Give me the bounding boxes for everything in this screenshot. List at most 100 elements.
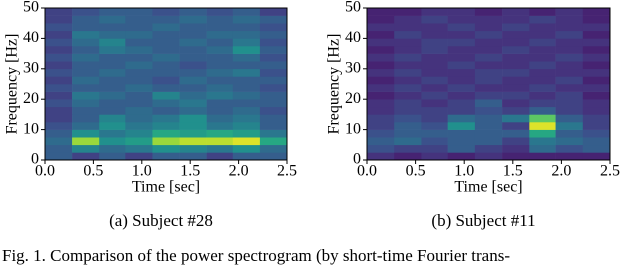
- heatmap-cell: [582, 38, 611, 47]
- heatmap-cell: [421, 137, 448, 146]
- heatmap-cell: [529, 106, 556, 115]
- heatmap-cell: [179, 122, 207, 130]
- heatmap-cell: [179, 129, 207, 138]
- y-tick-label: 40: [23, 29, 39, 46]
- heatmap-cell: [367, 30, 395, 39]
- heatmap-cell: [502, 152, 530, 161]
- heatmap-cell: [447, 8, 476, 16]
- y-tick-label: 10: [345, 120, 361, 137]
- figure-caption: Fig. 1. Comparison of the power spectrog…: [2, 246, 510, 265]
- x-tick-label: 2.0: [551, 163, 571, 180]
- heatmap-cell: [259, 15, 288, 24]
- y-tick-label: 20: [345, 90, 361, 107]
- heatmap-cell: [555, 8, 584, 16]
- heatmap-cell: [206, 46, 234, 54]
- heatmap-cell: [555, 46, 584, 54]
- heatmap-cell: [125, 68, 153, 77]
- heatmap-cell: [447, 76, 476, 85]
- heatmap-cell: [206, 23, 234, 32]
- heatmap-cell: [72, 38, 100, 47]
- heatmap-cell: [259, 152, 288, 161]
- heatmap-cell: [232, 137, 261, 146]
- heatmap-cell: [152, 152, 180, 161]
- heatmap-cell: [99, 91, 126, 100]
- heatmap-cell: [555, 30, 584, 39]
- heatmap-cell: [259, 23, 288, 32]
- heatmap-cell: [179, 61, 207, 70]
- heatmap-cell: [502, 114, 530, 123]
- heatmap-cell: [179, 91, 207, 100]
- heatmap-cell: [447, 91, 476, 100]
- heatmap-cell: [555, 84, 584, 92]
- heatmap-cell: [421, 68, 448, 77]
- heatmap-cell: [394, 76, 422, 85]
- y-tick-label: 50: [345, 0, 361, 16]
- heatmap-cell: [502, 129, 530, 138]
- heatmap-cell: [206, 144, 234, 153]
- heatmap-cell: [447, 144, 476, 153]
- heatmap-cell: [502, 23, 530, 32]
- heatmap-cell: [206, 76, 234, 85]
- y-tick-label: 30: [23, 59, 39, 76]
- heatmap-cell: [232, 68, 261, 77]
- heatmap-cell: [582, 61, 611, 70]
- heatmap-cell: [582, 137, 611, 146]
- heatmap-cell: [367, 144, 395, 153]
- heatmap-cell: [529, 38, 556, 47]
- heatmap-cell: [582, 129, 611, 138]
- heatmap-cell: [367, 137, 395, 146]
- heatmap-cell: [152, 23, 180, 32]
- heatmap-cell: [394, 15, 422, 24]
- heatmap-cell: [152, 137, 180, 146]
- heatmap-cell: [259, 137, 288, 146]
- heatmap-cell: [367, 68, 395, 77]
- heatmap-cell: [529, 61, 556, 70]
- heatmap-cell: [367, 46, 395, 54]
- heatmap-cell: [555, 99, 584, 108]
- heatmap-cell: [179, 68, 207, 77]
- heatmap-cell: [72, 114, 100, 123]
- heatmap-cell: [529, 76, 556, 85]
- heatmap-cell: [99, 76, 126, 85]
- heatmap-cell: [582, 144, 611, 153]
- heatmap-cell: [125, 23, 153, 32]
- heatmap-cell: [72, 53, 100, 62]
- heatmap-cell: [45, 137, 73, 146]
- heatmap-cell: [582, 91, 611, 100]
- heatmap-cell: [394, 53, 422, 62]
- heatmap-cell: [582, 106, 611, 115]
- heatmap-cell: [125, 106, 153, 115]
- heatmap-cell: [474, 15, 503, 24]
- heatmap-cell: [502, 137, 530, 146]
- heatmap-cell: [259, 61, 288, 70]
- heatmap-cell: [206, 8, 234, 16]
- y-tick-label: 40: [345, 29, 361, 46]
- heatmap-cell: [206, 91, 234, 100]
- x-tick-label: 1.5: [503, 163, 523, 180]
- heatmap-cell: [72, 106, 100, 115]
- heatmap-cell: [394, 129, 422, 138]
- heatmap-cell: [367, 53, 395, 62]
- heatmap-cell: [72, 15, 100, 24]
- heatmap-cell: [582, 53, 611, 62]
- heatmap-cell: [421, 106, 448, 115]
- heatmap-cell: [179, 8, 207, 16]
- heatmap-cell: [45, 76, 73, 85]
- heatmap-cell: [179, 30, 207, 39]
- heatmap-cell: [99, 106, 126, 115]
- heatmap-cell: [582, 23, 611, 32]
- heatmap-cell: [555, 152, 584, 161]
- x-tick-label: 1.0: [454, 163, 474, 180]
- heatmap-cell: [474, 99, 503, 108]
- heatmap-cell: [555, 23, 584, 32]
- heatmap-cell: [582, 152, 611, 161]
- heatmap-cell: [367, 15, 395, 24]
- heatmap-cell: [421, 38, 448, 47]
- x-tick-label: 0.0: [357, 163, 377, 180]
- heatmap-cell: [555, 106, 584, 115]
- heatmap-cell: [394, 68, 422, 77]
- heatmap-cell: [72, 91, 100, 100]
- heatmap-cell: [152, 99, 180, 108]
- heatmap-cell: [206, 152, 234, 161]
